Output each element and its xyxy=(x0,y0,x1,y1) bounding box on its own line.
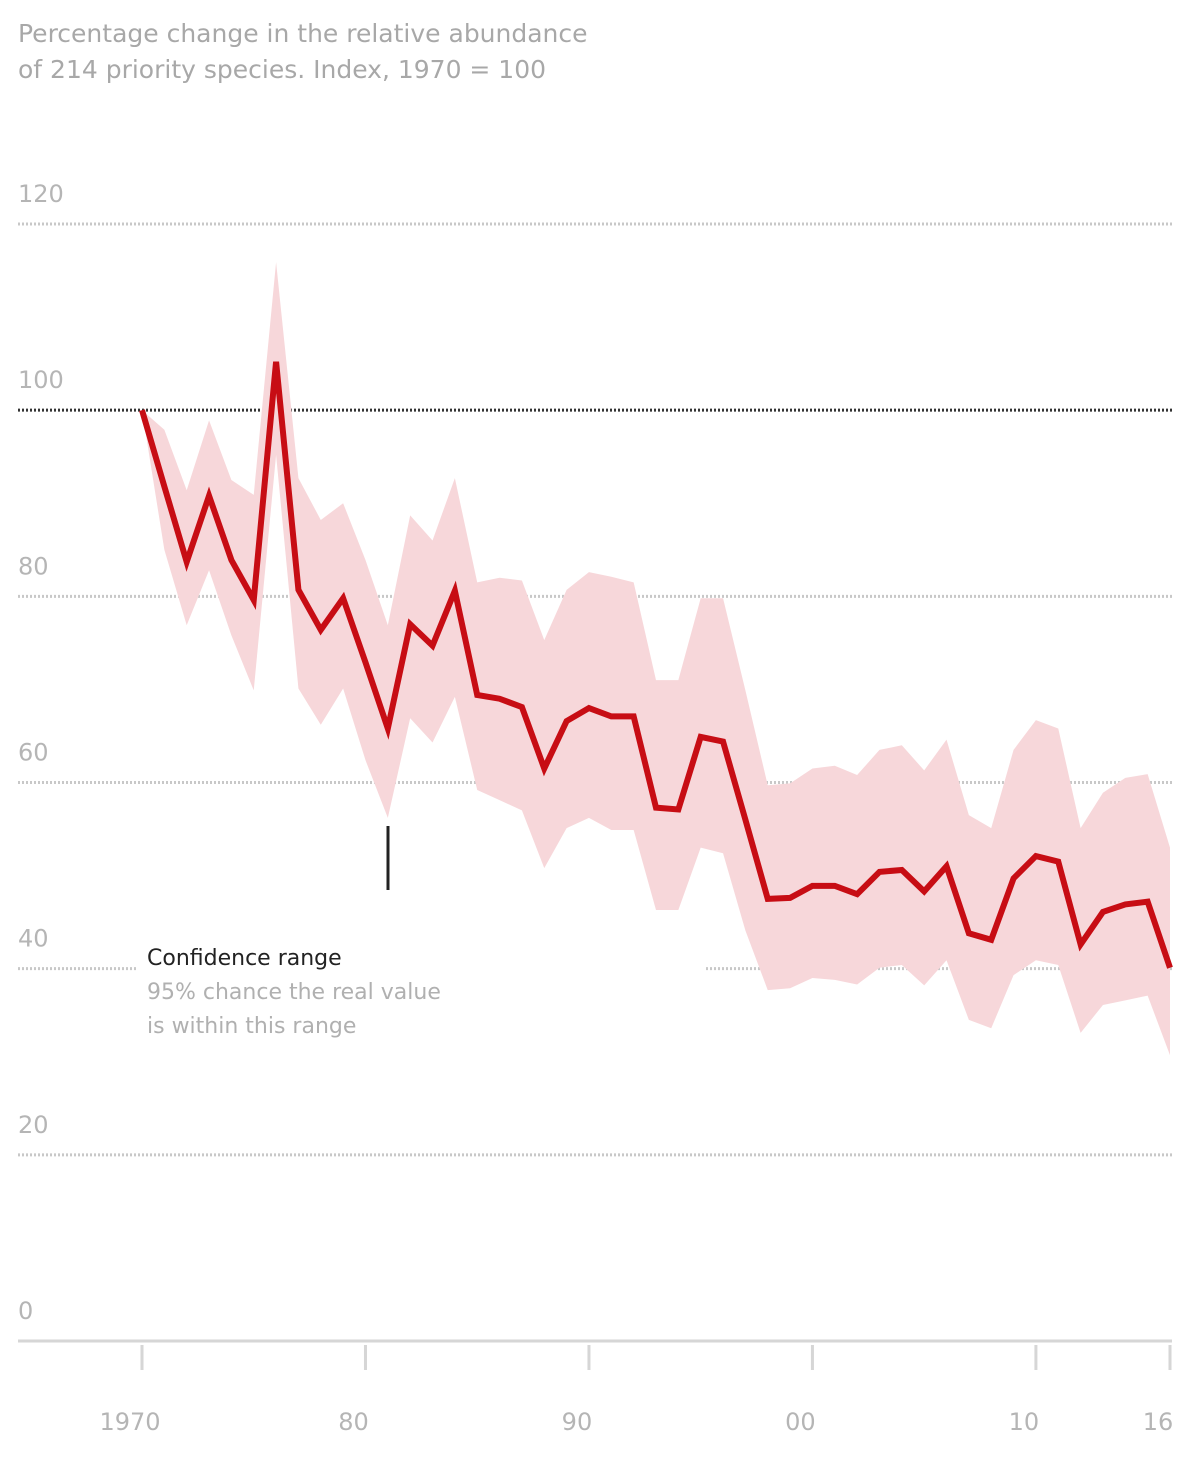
x-tick-label: 80 xyxy=(338,1408,369,1436)
y-tick-label: 80 xyxy=(18,552,49,580)
y-tick-label: 120 xyxy=(18,180,64,208)
x-tick-label: 16 xyxy=(1143,1408,1174,1436)
y-tick-label: 60 xyxy=(18,739,49,767)
y-tick-label: 20 xyxy=(18,1111,49,1139)
y-tick-label: 40 xyxy=(18,925,49,953)
x-tick-label: 10 xyxy=(1009,1408,1040,1436)
confidence-band xyxy=(142,262,1170,1056)
x-tick-label: 90 xyxy=(562,1408,593,1436)
y-tick-label: 0 xyxy=(18,1297,33,1325)
annotation-title: Confidence range xyxy=(147,946,342,971)
y-tick-label: 100 xyxy=(18,366,64,394)
x-tick-label: 00 xyxy=(785,1408,816,1436)
annotation-text: is within this range xyxy=(147,1014,356,1039)
annotation-text: 95% chance the real value xyxy=(147,980,441,1005)
index-line xyxy=(139,361,1173,969)
annotation-background xyxy=(136,948,704,989)
x-tick-label: 1970 xyxy=(99,1408,160,1436)
chart-title: Percentage change in the relative abunda… xyxy=(18,19,588,84)
